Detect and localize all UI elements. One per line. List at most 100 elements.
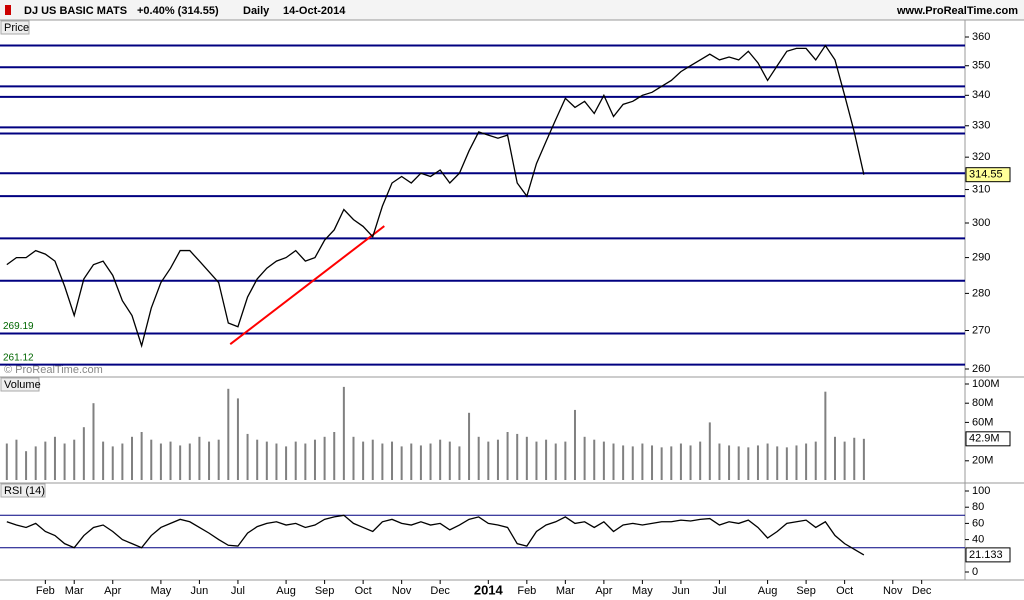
- y-tick-label: 100: [972, 485, 990, 497]
- x-tick-label: Jul: [712, 585, 726, 597]
- volume-bar: [140, 432, 143, 480]
- volume-bar: [545, 439, 548, 480]
- panel-label: Volume: [4, 379, 41, 391]
- x-tick-label: Mar: [65, 585, 84, 597]
- y-tick-label: 20M: [972, 455, 993, 467]
- volume-bar: [728, 445, 731, 480]
- x-tick-label: Jun: [672, 585, 690, 597]
- volume-bar: [111, 446, 114, 480]
- title: DJ US BASIC MATS: [24, 5, 127, 17]
- volume-bar: [805, 443, 808, 480]
- x-tick-label: Jun: [191, 585, 209, 597]
- panel-label-box: [0, 20, 30, 35]
- y-tick-label: 330: [972, 120, 990, 132]
- y-tick-label: 80: [972, 501, 984, 513]
- volume-bar: [756, 445, 759, 480]
- volume-bar: [236, 398, 239, 480]
- volume-bar: [313, 439, 316, 480]
- volume-bar: [506, 432, 509, 480]
- volume-bar: [583, 436, 586, 480]
- volume-bar: [843, 441, 846, 480]
- trendline: [229, 225, 385, 345]
- last-value-box: [965, 431, 1011, 447]
- volume-bar: [766, 443, 769, 480]
- volume-bar: [25, 451, 28, 480]
- volume-bar: [776, 446, 779, 480]
- level-label: 269.19: [3, 321, 34, 332]
- y-tick-label: 350: [972, 60, 990, 72]
- y-tick-label: 300: [972, 217, 990, 229]
- volume-bar: [342, 386, 345, 480]
- x-tick-label: Feb: [36, 585, 55, 597]
- y-tick-label: 60: [972, 517, 984, 529]
- volume-bar: [102, 441, 105, 480]
- x-tick-label: Dec: [430, 585, 450, 597]
- volume-bar: [824, 391, 827, 480]
- date: 14-Oct-2014: [283, 5, 346, 17]
- volume-bar: [362, 441, 365, 480]
- volume-bar: [853, 437, 856, 480]
- volume-bar: [159, 443, 162, 480]
- volume-bar: [391, 441, 394, 480]
- volume-bar: [670, 446, 673, 480]
- volume-bar: [747, 447, 750, 480]
- volume-bar: [53, 436, 56, 480]
- last-value-box: [965, 547, 1011, 563]
- volume-bar: [468, 412, 471, 480]
- volume-bar: [429, 443, 432, 480]
- volume-bar: [487, 441, 490, 480]
- volume-bar: [516, 433, 519, 480]
- y-tick-label: 40: [972, 534, 984, 546]
- volume-bar: [795, 445, 798, 480]
- period: Daily: [243, 5, 270, 17]
- volume-bar: [285, 446, 288, 480]
- volume-bar: [265, 441, 268, 480]
- volume-bar: [5, 443, 8, 480]
- x-tick-label: Dec: [912, 585, 932, 597]
- panel-label-box: [0, 483, 46, 498]
- volume-bar: [333, 432, 336, 480]
- volume-bar: [602, 441, 605, 480]
- volume-bar: [689, 445, 692, 480]
- volume-bar: [44, 441, 47, 480]
- volume-bar: [535, 441, 538, 480]
- x-tick-label: Apr: [595, 585, 612, 597]
- y-tick-label: 270: [972, 324, 990, 336]
- x-tick-label: May: [632, 585, 653, 597]
- volume-bar: [419, 445, 422, 480]
- volume-bar: [785, 447, 788, 480]
- volume-bar: [458, 446, 461, 480]
- volume-bar: [651, 445, 654, 480]
- volume-bar: [612, 443, 615, 480]
- x-tick-label: Jul: [231, 585, 245, 597]
- x-tick-label: Mar: [556, 585, 575, 597]
- x-tick-label: Feb: [517, 585, 536, 597]
- volume-bar: [496, 439, 499, 480]
- volume-bar: [439, 439, 442, 480]
- panel-label: Price: [4, 22, 29, 34]
- volume-bar: [246, 433, 249, 480]
- volume-bar: [169, 441, 172, 480]
- volume-bar: [304, 443, 307, 480]
- volume-bar: [814, 441, 817, 480]
- volume-bar: [371, 439, 374, 480]
- last-value-label: 314.55: [969, 169, 1003, 181]
- volume-bar: [73, 439, 76, 480]
- volume-bar: [718, 443, 721, 480]
- x-tick-label: Oct: [836, 585, 853, 597]
- x-tick-label: Nov: [883, 585, 903, 597]
- volume-bar: [208, 441, 211, 480]
- panel-label-box: [0, 377, 40, 392]
- volume-bar: [573, 409, 576, 480]
- title-bar: [0, 0, 1024, 20]
- volume-bar: [525, 436, 528, 480]
- volume-bar: [641, 443, 644, 480]
- y-tick-label: 290: [972, 251, 990, 263]
- volume-bar: [400, 446, 403, 480]
- x-tick-label: Aug: [758, 585, 778, 597]
- volume-bar: [708, 422, 711, 480]
- volume-bar: [150, 439, 153, 480]
- x-tick-label: Sep: [796, 585, 816, 597]
- volume-bar: [63, 443, 66, 480]
